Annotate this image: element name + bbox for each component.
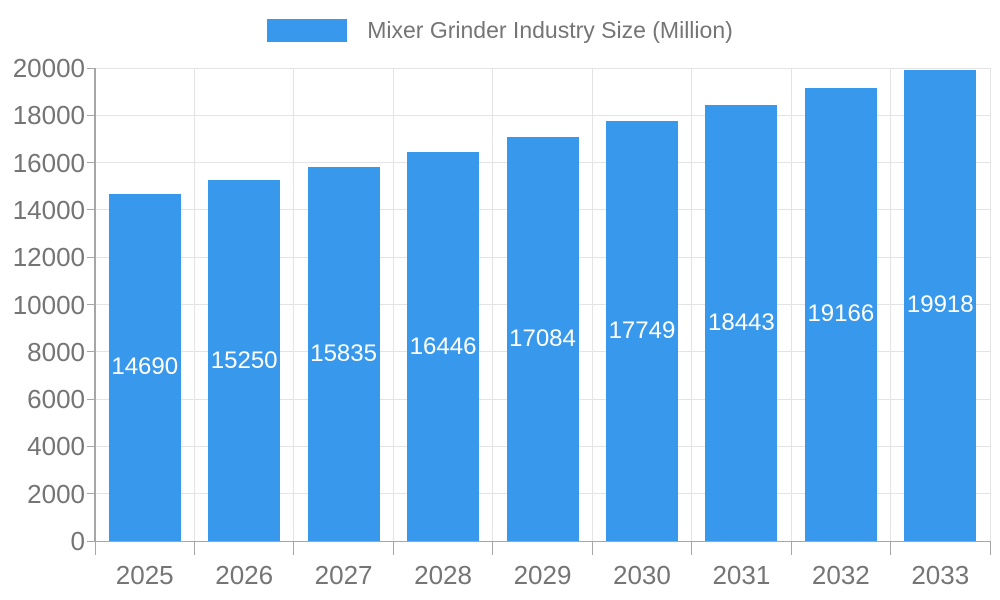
y-tick-mark [87, 256, 95, 258]
x-axis-label: 2030 [613, 560, 671, 590]
gridline-vertical [591, 68, 593, 541]
bar[interactable]: 14690 [108, 193, 181, 541]
x-tick-mark [193, 541, 195, 555]
x-tick-mark [492, 541, 494, 555]
bar-value-label: 14690 [111, 353, 179, 381]
bar[interactable]: 19918 [904, 69, 977, 541]
y-tick-mark [87, 398, 95, 400]
y-axis-label: 10000 [12, 289, 85, 320]
bar-value-label: 19918 [906, 291, 974, 319]
gridline-horizontal [95, 114, 990, 116]
y-axis-label: 4000 [27, 431, 85, 462]
x-axis-label: 2028 [414, 560, 472, 590]
y-tick-mark [87, 304, 95, 305]
x-tick-mark [790, 541, 792, 555]
legend-swatch [267, 19, 348, 42]
y-tick-mark [87, 540, 95, 542]
bar[interactable]: 15250 [208, 180, 281, 541]
gridline-vertical [790, 68, 792, 541]
y-axis-label: 0 [70, 526, 85, 556]
x-axis-label: 2033 [911, 560, 970, 590]
y-tick-mark [87, 114, 95, 116]
bar[interactable]: 16446 [407, 152, 480, 541]
x-tick-mark [392, 541, 394, 555]
x-axis-label: 2025 [115, 560, 174, 590]
gridline-vertical [989, 68, 991, 541]
gridline-vertical [392, 68, 394, 541]
bar-value-label: 19166 [807, 300, 875, 328]
bar-value-label: 15250 [210, 346, 278, 374]
y-axis-label: 14000 [12, 194, 85, 225]
gridline-vertical [492, 68, 494, 541]
gridline-vertical [193, 68, 195, 541]
x-tick-mark [591, 541, 593, 555]
bar[interactable]: 17084 [506, 136, 579, 541]
gridline-horizontal [95, 67, 990, 69]
bar-value-label: 17084 [509, 324, 576, 352]
y-tick-mark [87, 493, 95, 495]
y-tick-mark [87, 67, 95, 69]
legend[interactable]: Mixer Grinder Industry Size (Million) [0, 17, 1000, 44]
y-axis-label: 12000 [12, 242, 85, 273]
x-axis-line [95, 540, 990, 542]
x-tick-mark [989, 541, 991, 555]
y-tick-mark [87, 445, 95, 447]
gridline-vertical [293, 68, 295, 541]
y-axis-label: 16000 [12, 147, 85, 178]
y-axis-label: 2000 [27, 478, 85, 509]
bar-value-label: 17749 [608, 317, 676, 345]
y-axis-label: 18000 [12, 100, 85, 131]
y-tick-mark [87, 162, 95, 164]
legend-label: Mixer Grinder Industry Size (Million) [367, 17, 733, 43]
bar-value-label: 15835 [310, 339, 377, 367]
y-axis-line [94, 68, 96, 542]
bar[interactable]: 15835 [307, 166, 380, 541]
y-tick-mark [87, 351, 95, 353]
bar-value-label: 18443 [708, 308, 775, 336]
bar[interactable]: 18443 [705, 104, 778, 541]
y-tick-mark [87, 209, 95, 211]
x-axis-label: 2026 [215, 560, 274, 590]
x-axis-label: 2027 [314, 560, 373, 590]
bar[interactable]: 19166 [804, 87, 877, 541]
x-axis-label: 2032 [811, 560, 870, 590]
x-tick-mark [293, 541, 295, 555]
y-axis-label: 6000 [27, 384, 85, 415]
x-axis-label: 2029 [513, 560, 572, 590]
x-tick-mark [94, 541, 96, 555]
bar-value-label: 16446 [409, 332, 477, 360]
gridline-vertical [890, 68, 892, 541]
x-axis-label: 2031 [712, 560, 771, 590]
y-axis-label: 20000 [12, 53, 85, 83]
x-tick-mark [691, 541, 693, 555]
x-tick-mark [890, 541, 892, 555]
gridline-vertical [691, 68, 693, 541]
bar[interactable]: 17749 [605, 121, 678, 541]
y-axis-label: 8000 [27, 336, 85, 367]
